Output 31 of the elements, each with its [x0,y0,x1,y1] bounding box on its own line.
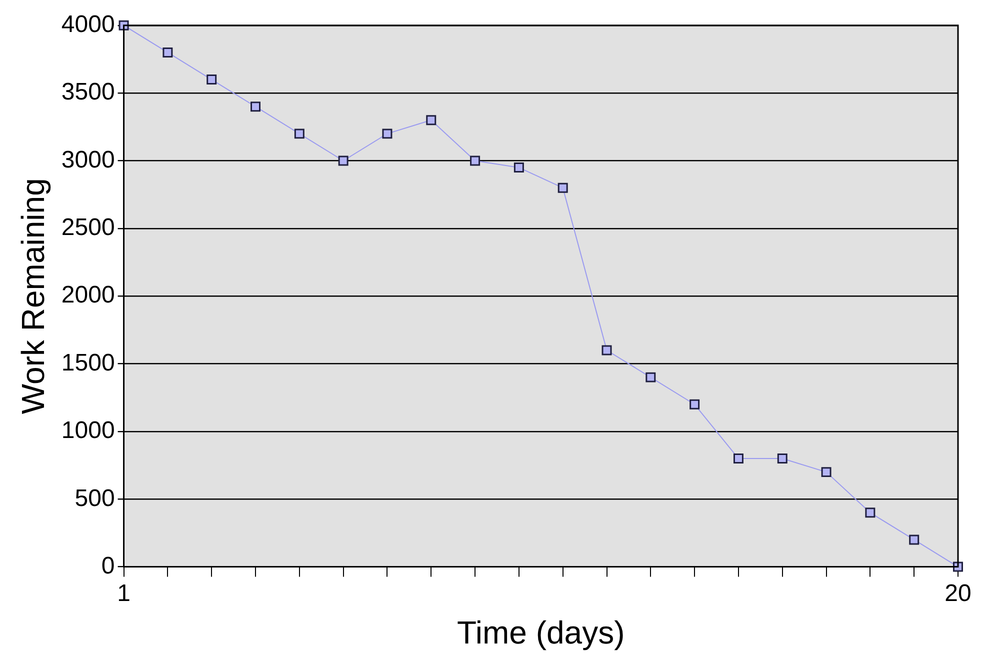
x-axis-title: Time (days) [457,614,625,651]
y-tick-label: 3000 [61,146,115,174]
point [514,162,524,173]
point [909,534,920,545]
point [821,467,832,478]
y-tick-label: 0 [101,552,115,580]
point [690,399,700,410]
point [733,454,744,464]
point [338,156,348,166]
y-tick-label: 2500 [61,214,115,242]
y-tick-label: 3500 [61,78,115,106]
point [777,454,788,464]
point [206,74,217,85]
point [294,128,304,139]
point [865,508,876,518]
point [426,115,436,126]
point [646,372,656,382]
y-axis-title: Work Remaining [15,178,52,414]
y-tick-label: 1000 [61,417,115,444]
point [250,102,260,112]
x-tick-label: 20 [944,580,972,607]
y-tick-label: 500 [74,484,115,512]
y-tick-label: 4000 [61,11,115,38]
point [602,345,612,356]
point [382,128,392,139]
point [470,156,480,166]
y-tick-label: 2000 [61,282,115,309]
point [558,182,568,193]
point [162,47,173,58]
y-tick-label: 1500 [61,349,115,376]
x-tick-label: 1 [117,580,130,607]
